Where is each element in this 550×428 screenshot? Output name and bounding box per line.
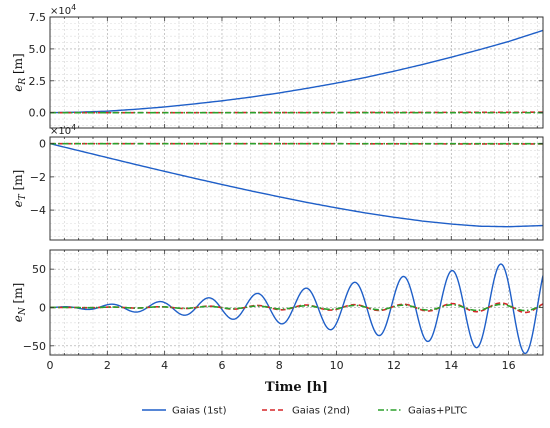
y-tick-label: 0 xyxy=(39,138,46,151)
y-tick-label: −2 xyxy=(30,171,46,184)
legend-label: Gaias+PLTC xyxy=(408,406,467,417)
y-axis-label: eT [m] xyxy=(11,170,28,208)
x-axis-title: Time [h] xyxy=(265,380,328,395)
x-tick-label: 0 xyxy=(47,359,54,372)
x-tick-label: 12 xyxy=(387,359,401,372)
series-gaias-pltc xyxy=(50,303,543,312)
axis-multiplier: ×104 xyxy=(50,3,76,17)
x-tick-label: 6 xyxy=(218,359,225,372)
series-group xyxy=(50,142,543,228)
axis-multiplier: ×104 xyxy=(50,123,76,137)
gridlines xyxy=(49,16,543,128)
y-tick-label: 7.5 xyxy=(29,11,47,24)
legend-label: Gaias (1st) xyxy=(172,406,227,417)
legend: Gaias (1st) Gaias (2nd) Gaias+PLTC xyxy=(142,406,467,417)
x-tick-label: 14 xyxy=(444,359,458,372)
gridlines xyxy=(49,250,543,355)
y-tick-label: −4 xyxy=(30,204,46,217)
y-axis-label: eN [m] xyxy=(11,283,28,323)
y-tick-label: 2.5 xyxy=(29,75,47,88)
y-axis-label: eR [m] xyxy=(11,53,28,91)
series-gaias-2nd xyxy=(50,302,543,314)
x-tick-label: 8 xyxy=(276,359,283,372)
y-tick-label: −50 xyxy=(23,340,46,353)
series-gaias-2nd xyxy=(50,111,543,114)
y-tick-label: 50 xyxy=(32,263,46,276)
panel-top: 0.0 2.5 5.0 7.5 eR [m] ×104 xyxy=(11,3,544,129)
series-group xyxy=(50,29,543,114)
series-gaias-1st xyxy=(50,142,543,228)
x-tick-label: 2 xyxy=(104,359,111,372)
legend-label: Gaias (2nd) xyxy=(292,406,350,417)
panel-middle: 0 −2 −4eT [m] ×104 xyxy=(11,123,544,241)
y-tick-label: 5.0 xyxy=(29,43,47,56)
x-tick-label: 10 xyxy=(330,359,344,372)
x-tick-label: 16 xyxy=(502,359,516,372)
y-tick-label: 0.0 xyxy=(29,107,47,120)
x-tick-label: 4 xyxy=(161,359,168,372)
plot-frame xyxy=(49,16,544,129)
series-group xyxy=(50,263,543,355)
series-gaias-1st xyxy=(50,263,543,355)
plot-frame xyxy=(49,136,544,241)
plot-frame xyxy=(49,249,544,356)
series-gaias-1st xyxy=(50,29,543,114)
y-tick-label: 0 xyxy=(39,301,46,314)
gridlines xyxy=(49,136,543,240)
